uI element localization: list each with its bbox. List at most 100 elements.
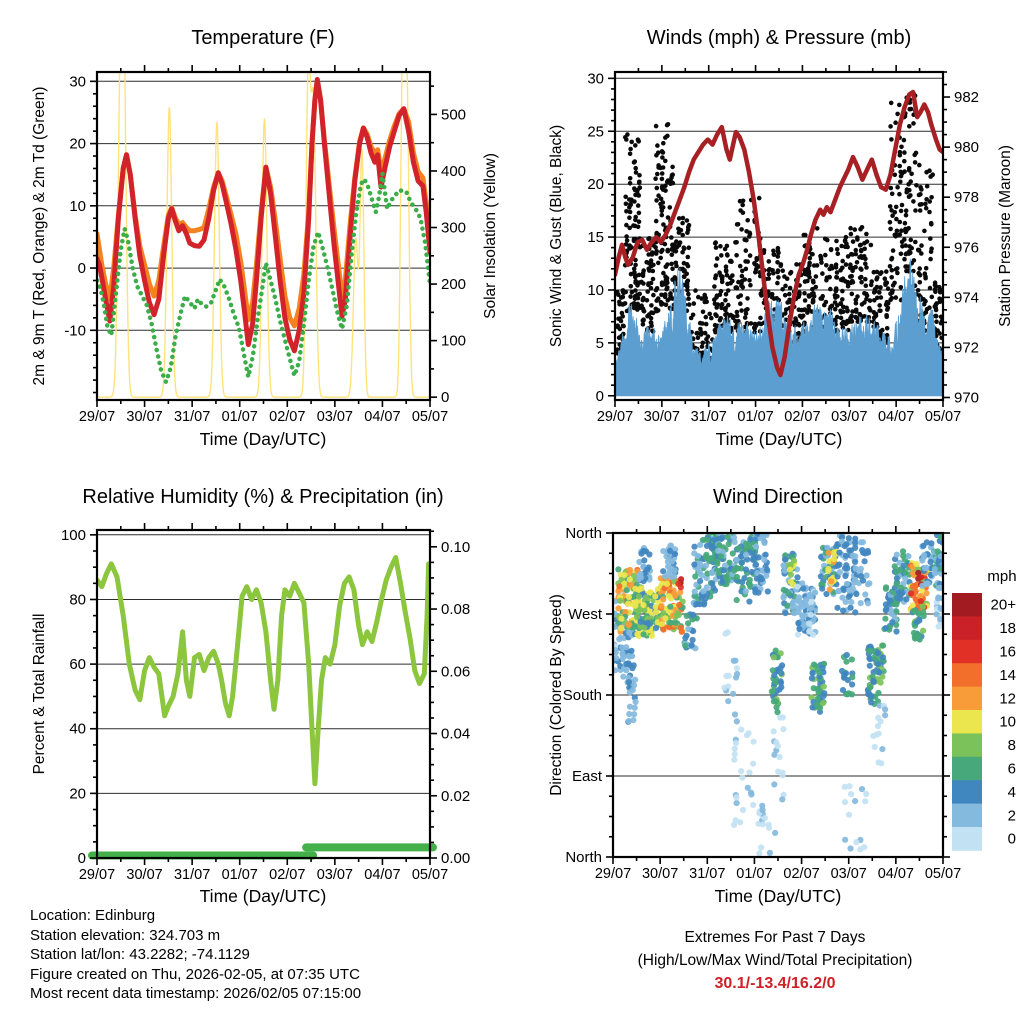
svg-text:02/07: 02/07 [783,866,819,882]
pressure-right-axis-label: Station Pressure (Maroon) [997,145,1014,327]
relative-humidity-line [96,555,431,787]
svg-text:0.06: 0.06 [441,663,470,680]
svg-text:40: 40 [69,721,86,738]
svg-text:20: 20 [69,136,86,153]
svg-text:04/07: 04/07 [878,866,914,882]
svg-text:16: 16 [999,644,1016,661]
winds-xaxis-label: Time (Day/UTC) [715,429,843,449]
svg-text:8: 8 [1008,737,1016,754]
svg-text:30: 30 [587,70,604,87]
svg-text:05/07: 05/07 [925,409,961,425]
svg-text:01/07: 01/07 [736,866,772,882]
wind-left-axis-label: Sonic Wind & Gust (Blue, Black) [548,124,565,348]
svg-text:20+: 20+ [991,597,1017,614]
humidity-precip-chart-title: Relative Humidity (%) & Precipitation (i… [82,486,444,508]
station-pressure-line [614,89,944,378]
temperature-ticks: 29/07 30/07 31/07 01/07 02/07 03/07 04/07 05/07… [64,65,466,425]
svg-text:974: 974 [954,289,979,306]
winds-pressure-chart-title: Winds (mph) & Pressure (mb) [646,27,912,49]
svg-text:05/07: 05/07 [412,409,448,425]
svg-text:20: 20 [587,176,604,193]
svg-text:29/07: 29/07 [595,866,631,882]
svg-text:0.10: 0.10 [441,539,470,556]
wind-direction-ticks: 29/07 30/07 31/07 01/07 02/07 03/07 04/07 05/07… [563,525,961,882]
solar-right-axis-label: Solar Insolation (Yellow) [482,153,499,319]
svg-text:03/07: 03/07 [317,867,353,883]
svg-text:25: 25 [587,123,604,140]
svg-text:03/07: 03/07 [831,866,867,882]
svg-text:200: 200 [441,276,466,293]
svg-text:04/07: 04/07 [364,409,400,425]
solar-insolation-line [97,72,430,398]
svg-text:500: 500 [441,106,466,123]
figure-created: Figure created on Thu, 2026-02-05, at 07… [30,965,360,983]
station-location: Location: Edinburg [30,907,156,924]
svg-text:4: 4 [1008,784,1016,801]
svg-text:976: 976 [954,239,979,256]
2m-temperature-line [96,77,431,354]
svg-text:20: 20 [69,785,86,802]
svg-text:972: 972 [954,339,979,356]
wind-direction-chart-title: Wind Direction [712,486,844,508]
svg-text:0: 0 [1008,831,1016,848]
svg-text:North: North [565,849,602,866]
svg-text:0.04: 0.04 [441,726,470,743]
svg-text:5: 5 [596,335,604,352]
svg-text:29/07: 29/07 [79,409,115,425]
extremes-block: Extremes For Past 7 Days (High/Low/Max W… [545,926,1005,995]
svg-text:2: 2 [1008,807,1016,824]
svg-text:29/07: 29/07 [597,409,633,425]
svg-text:0: 0 [441,389,449,406]
svg-text:30/07: 30/07 [126,867,162,883]
extremes-subtitle: (High/Low/Max Wind/Total Precipitation) [637,952,913,969]
svg-text:0: 0 [596,388,604,405]
temperature-xaxis-label: Time (Day/UTC) [199,429,327,449]
svg-text:01/07: 01/07 [222,867,258,883]
humidity-precip-series [96,555,431,787]
svg-text:30/07: 30/07 [126,409,162,425]
extremes-values: 30.1/-13.4/16.2/0 [714,975,836,992]
svg-text:04/07: 04/07 [878,409,914,425]
temperature-left-axis-label: 2m & 9m T (Red, Orange) & 2m Td (Green) [31,86,48,386]
svg-text:100: 100 [441,333,466,350]
svg-text:South: South [563,687,602,704]
svg-text:31/07: 31/07 [174,867,210,883]
svg-text:East: East [572,768,603,785]
wind-direction-series [612,533,944,857]
svg-text:31/07: 31/07 [174,409,210,425]
svg-text:978: 978 [954,189,979,206]
svg-text:31/07: 31/07 [689,866,725,882]
humidity-precip-frame [95,528,432,860]
direction-xaxis-label: Time (Day/UTC) [714,886,842,906]
station-info-block: Location: Edinburg Station elevation: 32… [30,906,361,1004]
svg-text:400: 400 [441,163,466,180]
svg-text:30/07: 30/07 [642,866,678,882]
svg-text:0: 0 [78,260,86,277]
svg-text:03/07: 03/07 [831,409,867,425]
winds-pressure-series [614,89,944,397]
svg-text:10: 10 [587,282,604,299]
svg-text:0.02: 0.02 [441,788,470,805]
svg-text:30/07: 30/07 [644,409,680,425]
direction-left-axis-label: Direction (Colored By Speed) [548,594,565,796]
recent-timestamp: Most recent data timestamp: 2026/02/05 0… [30,985,362,1002]
svg-text:982: 982 [954,89,979,106]
svg-text:18: 18 [999,620,1016,637]
svg-text:0: 0 [78,850,86,867]
svg-text:05/07: 05/07 [925,866,961,882]
temperature-series [96,72,431,398]
svg-text:980: 980 [954,139,979,156]
temperature-frame [95,70,432,402]
svg-text:mph: mph [987,568,1016,585]
sonic-wind-area [614,258,944,397]
svg-text:04/07: 04/07 [364,867,400,883]
svg-text:10: 10 [999,714,1016,731]
svg-text:100: 100 [61,527,86,544]
svg-text:15: 15 [587,229,604,246]
station-latlon: Station lat/lon: 43.2282; -74.1129 [30,946,250,963]
svg-text:0.08: 0.08 [441,601,470,618]
direction-dots [612,533,944,857]
svg-text:14: 14 [999,667,1016,684]
